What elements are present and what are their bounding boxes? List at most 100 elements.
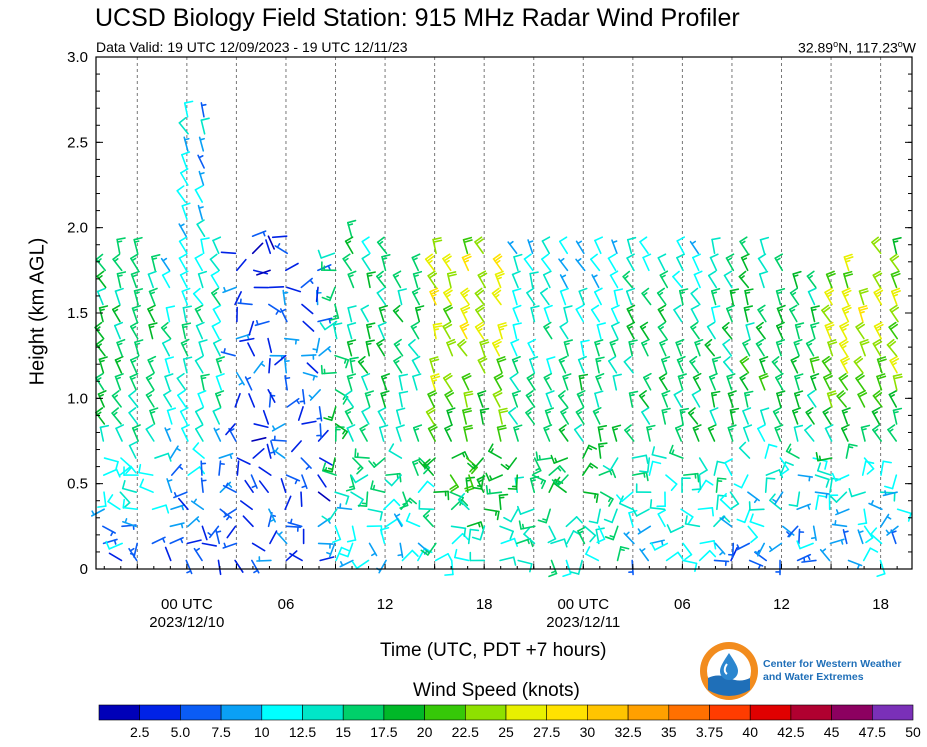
wind-barb (748, 559, 764, 570)
wind-barb (133, 236, 143, 255)
barb-feather (121, 479, 126, 490)
barb-feather (392, 304, 401, 312)
barb-feather (430, 375, 441, 380)
barb-feather (527, 338, 537, 344)
wind-barb (886, 338, 898, 357)
barb-staff (258, 480, 269, 494)
barb-feather (556, 480, 561, 485)
barb-feather (842, 306, 852, 312)
barb-feather (646, 424, 656, 429)
wind-barb (339, 542, 354, 558)
barb-feather (560, 407, 569, 413)
barb-feather (529, 356, 539, 361)
wind-barb (477, 270, 488, 289)
wind-barb (256, 556, 272, 562)
barb-staff (162, 342, 171, 357)
wind-barb (739, 355, 750, 374)
barb-feather (180, 338, 190, 344)
barb-feather (597, 424, 608, 429)
barb-staff (806, 394, 817, 408)
wind-barb (301, 303, 314, 315)
barb-staff (196, 223, 206, 237)
barb-staff (332, 324, 338, 340)
barb-feather (626, 304, 636, 310)
barb-feather (727, 376, 733, 380)
wind-barb (271, 423, 286, 432)
barb-feather (378, 304, 389, 309)
wind-barb (890, 270, 901, 289)
wind-barb (377, 407, 387, 425)
y-tick-label: 1.0 (67, 390, 88, 407)
barb-feather (393, 338, 402, 345)
barb-feather (496, 510, 500, 521)
wind-barb (248, 393, 256, 408)
barb-staff (621, 491, 634, 503)
barb-feather (576, 411, 582, 416)
barb-feather (471, 466, 478, 475)
wind-barb (318, 457, 333, 466)
barb-feather (199, 137, 205, 141)
wind-barb (200, 477, 207, 494)
barb-feather (477, 390, 487, 395)
barb-staff (760, 409, 766, 425)
barb-feather (194, 355, 204, 362)
wind-barb (173, 491, 188, 499)
wind-barb (609, 338, 619, 357)
barb-feather (445, 428, 451, 432)
barb-staff (201, 525, 208, 541)
wind-barb (225, 423, 236, 436)
barb-feather (323, 469, 333, 473)
wind-barb (824, 424, 834, 442)
barb-feather (478, 358, 488, 364)
barb-staff (317, 491, 331, 502)
barb-staff (510, 508, 519, 523)
barb-feather (691, 488, 702, 491)
barb-feather (711, 394, 717, 397)
wind-barb (673, 304, 683, 323)
barb-feather (550, 454, 556, 464)
barb-feather (345, 495, 350, 505)
wind-barb (151, 254, 161, 272)
wind-barb (562, 559, 572, 578)
barb-feather (730, 411, 736, 414)
wind-barb (252, 448, 265, 459)
barb-feather (182, 356, 193, 360)
barb-staff (177, 394, 187, 408)
wind-barb (179, 168, 189, 186)
barb-feather (684, 553, 693, 561)
barb-feather (209, 253, 218, 261)
wind-barb (859, 338, 870, 357)
barb-feather (628, 342, 635, 346)
y-tick-label: 1.5 (67, 305, 88, 322)
barb-staff (730, 547, 738, 562)
wind-barb (234, 392, 241, 408)
wind-barb (876, 373, 887, 391)
wind-barb (467, 528, 480, 545)
wind-barb (527, 239, 534, 255)
barb-feather (497, 427, 507, 431)
barb-feather (395, 424, 405, 429)
barb-feather (198, 339, 208, 344)
barb-feather (346, 240, 352, 245)
barb-staff (139, 485, 154, 494)
wind-barb (816, 462, 832, 476)
wind-barb (724, 458, 733, 476)
barb-feather (592, 407, 602, 413)
wind-barb (582, 444, 597, 459)
barb-feather (743, 342, 749, 347)
barb-feather (693, 428, 699, 432)
barb-staff (722, 343, 733, 357)
wind-barb (405, 512, 421, 528)
barb-feather (548, 572, 558, 578)
barb-feather (607, 253, 617, 260)
wind-barb (836, 390, 847, 408)
barb-feather (907, 512, 912, 522)
colorbar-swatch (627, 704, 670, 721)
barb-feather (609, 535, 615, 538)
wind-barb (166, 478, 173, 494)
wind-barb (182, 356, 193, 374)
barb-feather (757, 424, 766, 430)
wind-barb (280, 478, 287, 494)
wind-barb (503, 508, 519, 523)
barb-feather (661, 390, 671, 395)
